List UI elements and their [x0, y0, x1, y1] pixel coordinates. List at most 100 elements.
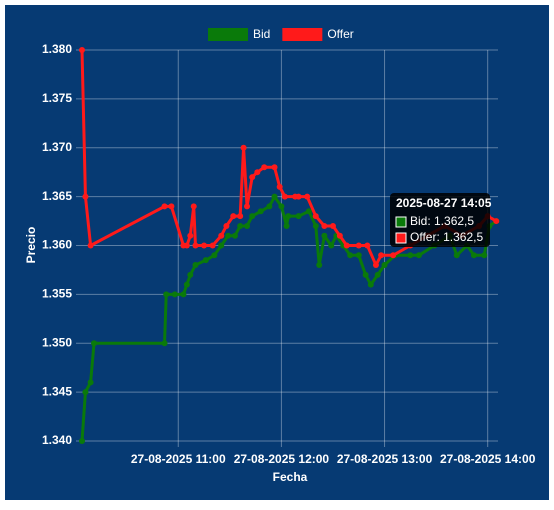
data-point	[372, 262, 379, 269]
x-axis-label: Fecha	[273, 470, 308, 484]
data-point	[209, 242, 216, 249]
tooltip-box	[390, 193, 490, 247]
data-point	[91, 340, 98, 347]
data-point	[295, 213, 302, 220]
legend-label: Offer	[327, 27, 353, 41]
data-point	[190, 203, 197, 210]
x-tick-label: 27-08-2025 12:00	[234, 452, 330, 466]
x-tick-label: 27-08-2025 11:00	[131, 452, 226, 466]
legend-label: Bid	[253, 27, 270, 41]
data-point	[187, 232, 194, 239]
data-point	[82, 389, 89, 396]
data-point	[183, 242, 190, 249]
data-point	[225, 232, 232, 239]
y-tick-label: 1.360	[42, 238, 72, 252]
legend-swatch	[208, 28, 248, 41]
data-point	[249, 174, 256, 181]
tooltip-swatch	[395, 232, 407, 244]
data-point	[168, 203, 175, 210]
data-point	[415, 252, 422, 259]
data-point	[79, 438, 85, 444]
data-point	[257, 208, 264, 215]
data-point	[312, 213, 319, 220]
data-point	[364, 242, 371, 249]
data-point	[244, 203, 251, 210]
data-point	[347, 252, 354, 259]
data-point	[285, 213, 292, 220]
x-tick-label: 27-08-2025 13:00	[337, 452, 433, 466]
data-point	[271, 164, 278, 171]
data-point	[254, 169, 261, 176]
data-point	[470, 252, 477, 259]
chart-background	[5, 5, 549, 500]
data-point	[271, 193, 278, 200]
data-point	[362, 271, 369, 278]
y-tick-label: 1.370	[42, 140, 72, 154]
data-point	[223, 222, 230, 229]
data-point	[261, 164, 268, 171]
tooltip-title: 2025-08-27 14:05	[396, 196, 492, 210]
data-point	[355, 252, 362, 259]
data-point	[211, 252, 218, 259]
data-point	[328, 242, 335, 249]
data-point	[367, 281, 374, 288]
data-point	[240, 144, 247, 151]
legend-swatch	[282, 28, 323, 41]
data-point	[381, 262, 388, 269]
data-point	[283, 222, 290, 229]
data-point	[183, 281, 190, 288]
data-point	[161, 340, 168, 347]
y-tick-label: 1.340	[42, 433, 72, 447]
data-point	[355, 242, 362, 249]
data-point	[82, 193, 89, 200]
data-point	[374, 271, 381, 278]
data-point	[237, 222, 244, 229]
data-point	[218, 232, 225, 239]
data-point	[453, 252, 460, 259]
data-point	[187, 271, 194, 278]
y-tick-label: 1.345	[42, 384, 72, 398]
data-point	[192, 262, 199, 269]
tooltip-line: Bid: 1.362,5	[410, 214, 474, 228]
y-tick-label: 1.350	[42, 335, 72, 349]
data-point	[321, 222, 328, 229]
data-point	[171, 291, 178, 298]
y-axis-label: Precio	[24, 227, 38, 264]
data-point	[378, 252, 385, 259]
data-point	[312, 222, 319, 229]
y-tick-label: 1.375	[42, 91, 72, 105]
data-point	[87, 379, 94, 386]
y-tick-label: 1.355	[42, 287, 72, 301]
data-point	[295, 193, 302, 200]
data-point	[407, 252, 414, 259]
data-point	[329, 222, 336, 229]
data-point	[249, 213, 256, 220]
data-point	[237, 213, 244, 220]
data-point	[266, 203, 273, 210]
tooltip: 2025-08-27 14:05 Bid: 1.362,5 Offer: 1.362…	[390, 193, 492, 247]
data-point	[481, 252, 488, 259]
data-point	[493, 218, 500, 225]
data-point	[304, 193, 311, 200]
data-point	[79, 47, 85, 53]
data-point	[87, 242, 94, 249]
tooltip-swatch	[395, 216, 407, 228]
data-point	[161, 203, 168, 210]
data-point	[218, 242, 225, 249]
data-point	[180, 291, 187, 298]
data-point	[231, 232, 238, 239]
data-point	[316, 262, 323, 269]
data-point	[276, 183, 283, 190]
y-tick-label: 1.365	[42, 189, 72, 203]
data-point	[278, 203, 285, 210]
data-point	[321, 232, 328, 239]
data-point	[343, 242, 350, 249]
tooltip-line: Offer: 1.362,5	[410, 230, 483, 244]
data-point	[163, 291, 170, 298]
data-point	[202, 257, 209, 264]
data-point	[281, 193, 288, 200]
data-point	[192, 242, 199, 249]
data-point	[230, 213, 237, 220]
data-point	[336, 232, 343, 239]
